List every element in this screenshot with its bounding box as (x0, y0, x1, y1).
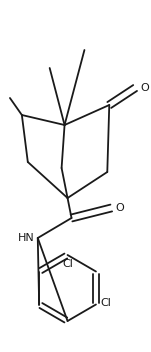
Text: Cl: Cl (62, 259, 73, 269)
Text: Cl: Cl (100, 297, 111, 308)
Text: O: O (140, 83, 149, 93)
Text: O: O (115, 203, 124, 213)
Text: HN: HN (18, 233, 35, 243)
